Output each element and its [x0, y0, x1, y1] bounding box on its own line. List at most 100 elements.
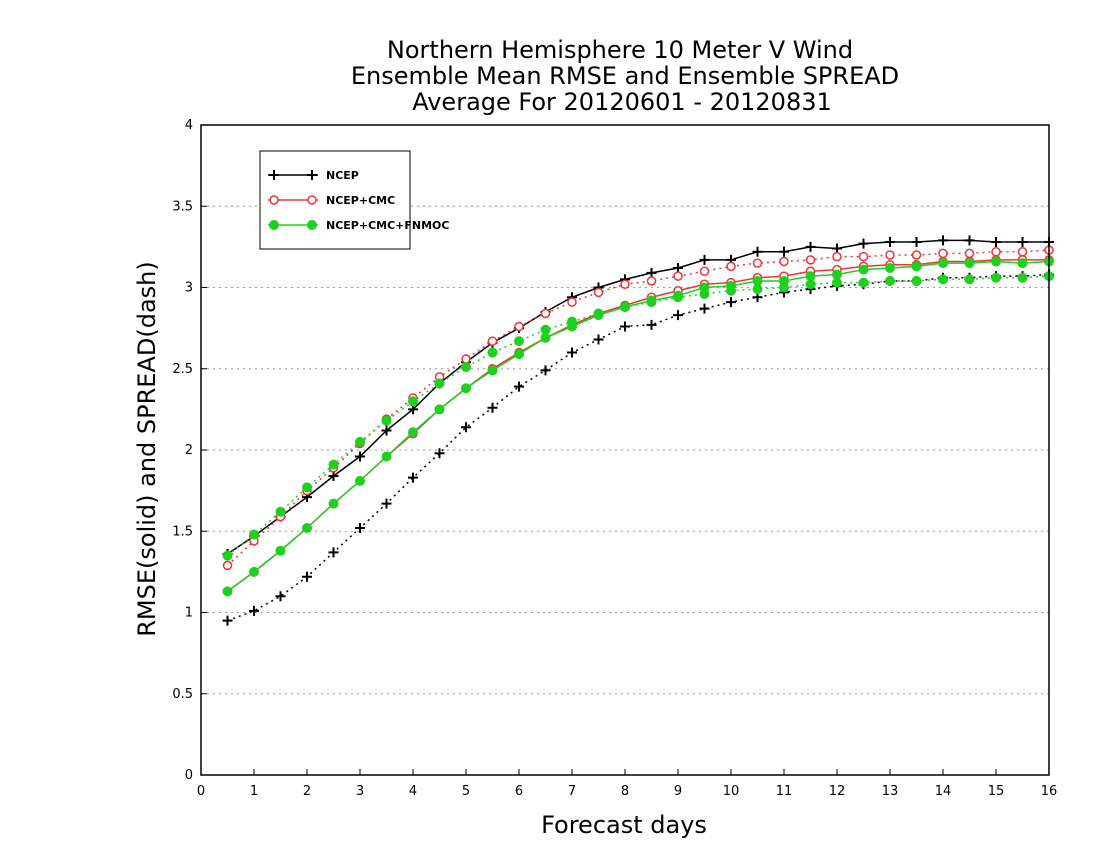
axes [200, 124, 1050, 776]
point-ncep-spread-16 [646, 319, 657, 330]
point-ncep-rmse-4 [328, 471, 339, 481]
point-ncep-rmse-18 [699, 254, 710, 265]
series-line-ncep-cmc-fnmoc-rmse [227, 260, 1050, 592]
legend-label-ncep: NCEP [326, 169, 359, 182]
point-ncep-cmc-fnmoc-rmse-11 [514, 349, 524, 360]
legend-marker-start-ncep-cmc-fnmoc [269, 220, 279, 230]
point-ncep-cmc-fnmoc-rmse-25 [885, 263, 895, 273]
point-ncep-spread-9 [461, 422, 471, 433]
x-tick-label-0: 0 [197, 784, 205, 799]
point-ncep-cmc-fnmoc-rmse-19 [726, 280, 736, 291]
point-ncep-cmc-spread-20 [752, 258, 763, 268]
point-ncep-rmse-27 [938, 235, 948, 246]
series-ncep-cmc-rmse [222, 255, 1054, 597]
series-ncep-rmse [222, 235, 1054, 559]
series-ncep-cmc-fnmoc-rmse [222, 256, 1054, 597]
point-ncep-cmc-fnmoc-spread-25 [885, 276, 895, 286]
x-tick-label-8: 8 [621, 784, 629, 799]
point-ncep-spread-15 [620, 321, 630, 332]
point-ncep-spread-12 [540, 365, 551, 376]
point-ncep-cmc-fnmoc-rmse-18 [699, 282, 710, 293]
point-ncep-cmc-spread-13 [567, 297, 577, 307]
legend-entry-ncep-cmc: NCEP+CMC [268, 194, 395, 207]
point-ncep-spread-7 [408, 472, 418, 483]
point-ncep-cmc-spread-19 [726, 261, 736, 272]
x-tick-label-9: 9 [674, 784, 682, 799]
point-ncep-cmc-spread-11 [514, 321, 524, 332]
point-ncep-spread-18 [699, 303, 710, 314]
point-ncep-cmc-fnmoc-rmse-27 [938, 258, 948, 269]
point-ncep-cmc-fnmoc-spread-8 [434, 378, 445, 389]
point-ncep-cmc-fnmoc-rmse-4 [328, 498, 339, 509]
point-ncep-cmc-fnmoc-spread-30 [1017, 272, 1028, 283]
legend-entry-ncep-cmc-fnmoc: NCEP+CMC+FNMOC [268, 219, 449, 232]
point-ncep-cmc-spread-18 [699, 266, 710, 276]
point-ncep-cmc-spread-17 [673, 271, 683, 281]
point-ncep-cmc-spread-0 [222, 560, 233, 571]
point-ncep-rmse-6 [381, 425, 392, 436]
point-ncep-cmc-fnmoc-spread-29 [991, 272, 1001, 283]
point-ncep-spread-4 [328, 547, 339, 558]
legend-marker-start-ncep-cmc [269, 195, 279, 205]
x-tick-label-5: 5 [462, 784, 470, 799]
series-layer [222, 235, 1054, 626]
legend: NCEP NCEP+CMC NCEP+CMC+FNMOC [259, 150, 449, 250]
y-tick-label-0-5: 0.5 [172, 687, 193, 702]
point-ncep-cmc-spread-25 [885, 250, 895, 260]
point-ncep-cmc-fnmoc-rmse-8 [434, 404, 445, 415]
point-ncep-rmse-22 [805, 241, 816, 252]
point-ncep-cmc-fnmoc-rmse-0 [222, 586, 233, 597]
point-ncep-cmc-fnmoc-spread-6 [381, 415, 392, 426]
point-ncep-cmc-spread-30 [1017, 247, 1028, 257]
y-tick-label-0: 0 [185, 768, 193, 783]
series-line-ncep-cmc-spread [226, 249, 1050, 566]
point-ncep-cmc-spread-26 [911, 250, 922, 260]
y-tick-label-1-5: 1.5 [172, 524, 193, 539]
point-ncep-cmc-spread-12 [540, 308, 551, 319]
point-ncep-cmc-spread-9 [461, 354, 471, 364]
x-axis-label: Forecast days [541, 811, 707, 839]
point-ncep-rmse-30 [1017, 237, 1028, 247]
point-ncep-cmc-fnmoc-spread-7 [408, 396, 418, 407]
point-ncep-cmc-fnmoc-rmse-3 [302, 523, 312, 533]
series-line-ncep-cmc-fnmoc-spread [227, 275, 1050, 557]
point-ncep-spread-17 [673, 310, 683, 321]
point-ncep-cmc-fnmoc-rmse-14 [593, 310, 604, 321]
point-ncep-rmse-20 [752, 246, 763, 257]
point-ncep-cmc-spread-14 [593, 287, 604, 298]
series-line-ncep-spread [227, 273, 1050, 622]
x-tick-label-6: 6 [515, 784, 523, 799]
x-tick-label-2: 2 [303, 784, 311, 799]
legend-entry-ncep: NCEP [268, 169, 359, 182]
point-ncep-rmse-5 [355, 451, 365, 462]
point-ncep-cmc-fnmoc-rmse-9 [461, 383, 471, 394]
point-ncep-cmc-spread-21 [779, 256, 789, 267]
point-ncep-cmc-fnmoc-rmse-24 [858, 264, 869, 275]
y-tick-label-3-5: 3.5 [172, 199, 193, 214]
legend-marker-start-ncep [269, 170, 279, 180]
point-ncep-cmc-fnmoc-rmse-12 [540, 332, 551, 343]
point-ncep-cmc-fnmoc-rmse-16 [646, 295, 657, 306]
x-tick-label-15: 15 [988, 784, 1005, 799]
point-ncep-cmc-fnmoc-spread-11 [514, 336, 524, 347]
point-ncep-cmc-fnmoc-spread-4 [328, 459, 339, 470]
point-ncep-rmse-28 [964, 235, 975, 246]
title-line-2: Ensemble Mean RMSE and Ensemble SPREAD [351, 62, 899, 90]
point-ncep-cmc-fnmoc-spread-9 [461, 362, 471, 373]
x-tick-label-1: 1 [250, 784, 258, 799]
x-tick-labels: 0 1 2 3 4 5 6 7 8 9 10 11 12 13 14 15 16 [197, 784, 1057, 799]
legend-marker-end-ncep [307, 170, 317, 180]
series-line-ncep-cmc-rmse [227, 259, 1049, 592]
point-ncep-cmc-spread-27 [938, 248, 948, 259]
y-tick-label-2-5: 2.5 [172, 362, 193, 377]
point-ncep-cmc-fnmoc-rmse-22 [805, 271, 816, 282]
point-ncep-cmc-fnmoc-rmse-7 [408, 427, 418, 438]
point-ncep-cmc-fnmoc-rmse-5 [355, 475, 365, 486]
point-ncep-spread-1 [249, 605, 259, 616]
point-ncep-cmc-fnmoc-rmse-13 [567, 321, 577, 332]
series-ncep-cmc-spread [222, 245, 1054, 571]
point-ncep-cmc-fnmoc-rmse-28 [964, 258, 975, 269]
point-ncep-cmc-fnmoc-rmse-10 [487, 365, 498, 376]
point-ncep-cmc-fnmoc-rmse-6 [381, 451, 392, 462]
